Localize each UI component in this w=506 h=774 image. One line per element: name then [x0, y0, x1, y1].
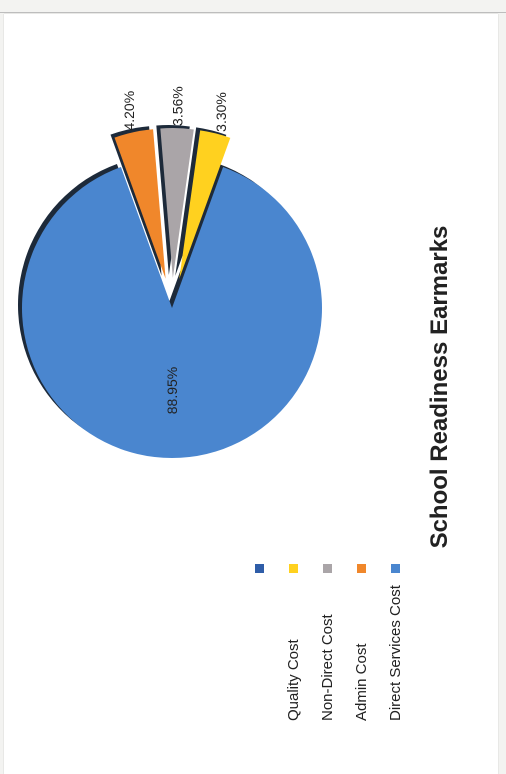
legend-swatch	[391, 564, 400, 573]
pie-slice-quality-cost[interactable]	[179, 130, 231, 279]
scan-edge	[0, 12, 506, 13]
legend-label: Direct Services Cost	[387, 584, 404, 721]
legend-swatch	[255, 564, 264, 573]
pie-slice-admin-cost[interactable]	[114, 129, 166, 279]
legend-label: Quality Cost	[285, 638, 302, 721]
slice-label: 4.20%	[121, 91, 137, 131]
legend-swatch	[323, 564, 332, 573]
slice-label: 3.30%	[213, 92, 229, 132]
pie-slice-direct-services-cost[interactable]	[22, 166, 322, 458]
legend-label: Admin Cost	[353, 643, 370, 721]
slice-label: 3.56%	[170, 86, 186, 126]
pie-slice-non-direct-cost[interactable]	[160, 128, 194, 279]
legend-label: Non-Direct Cost	[319, 613, 336, 721]
chart-title: School Readiness Earmarks	[426, 226, 453, 549]
slice-label: 88.95%	[164, 367, 180, 414]
legend-swatch	[357, 564, 366, 573]
legend-swatch	[289, 564, 298, 573]
